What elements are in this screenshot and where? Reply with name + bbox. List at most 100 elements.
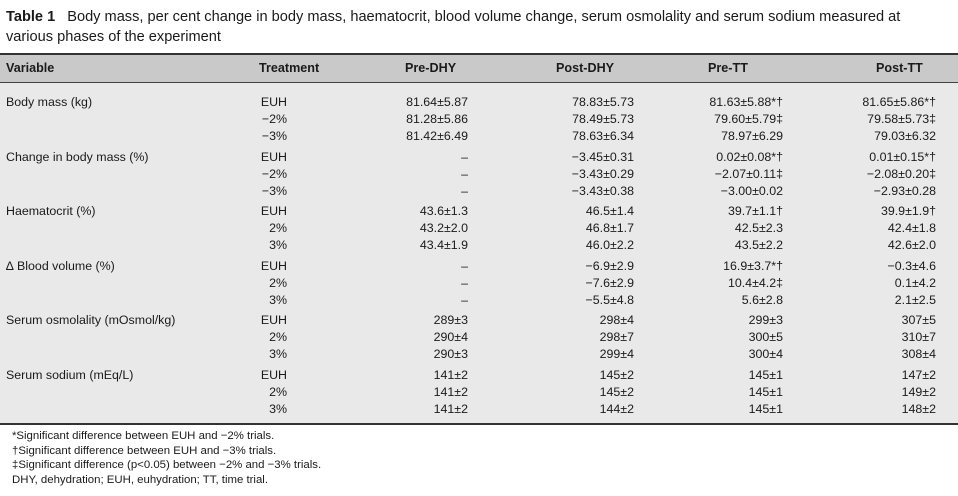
treatment-cell: −2% [261,166,287,181]
header-post-dhy: Post-DHY [556,61,615,75]
table-label: Table 1 [6,9,56,25]
treatment-cell: −3% [261,129,287,143]
pre-tt-cell: 16.9±3.7*† [723,258,783,273]
pre-tt-cell: 5.6±2.8 [741,292,783,307]
post-tt-cell: 307±5 [901,313,936,328]
variable-label: ∆ Blood volume (%) [6,258,115,273]
pre-dhy-cell: 289±3 [433,313,468,328]
pre-tt-cell: 145±1 [748,402,783,416]
variable-label: Serum osmolality (mOsmol/kg) [6,313,176,328]
post-tt-cell: 149±2 [901,385,936,399]
pre-dhy-cell: – [461,166,468,181]
post-dhy-cell: −3.43±0.38 [571,183,634,198]
post-dhy-cell: 298±7 [599,330,634,345]
header-variable: Variable [6,61,55,75]
pre-dhy-cell: 43.2±2.0 [419,221,468,236]
pre-dhy-cell: 141±2 [433,368,468,382]
pre-tt-cell: 79.60±5.79‡ [714,112,783,126]
pre-tt-cell: 299±3 [748,313,783,328]
post-tt-cell: 2.1±2.5 [894,292,936,307]
treatment-cell: EUH [260,258,287,273]
post-tt-cell: 310±7 [901,330,936,345]
pre-dhy-cell: – [461,292,468,307]
post-tt-cell: 42.6±2.0 [887,238,936,253]
variable-label: Serum sodium (mEq/L) [6,368,134,382]
post-tt-cell: 39.9±1.9† [880,204,936,219]
treatment-cell: 2% [269,385,287,399]
pre-tt-cell: 145±1 [748,368,783,382]
post-tt-cell: 308±4 [901,347,936,362]
post-dhy-cell: −3.43±0.29 [571,166,634,181]
treatment-cell: EUH [260,149,287,164]
treatment-cell: EUH [260,313,287,328]
pre-dhy-cell: – [461,183,468,198]
post-tt-cell: 148±2 [901,402,936,416]
post-dhy-cell: 46.0±2.2 [585,238,634,253]
header-pre-dhy: Pre-DHY [405,61,457,75]
post-tt-cell: 81.65±5.86*† [862,95,936,109]
table-title: Body mass, per cent change in body mass,… [6,9,901,45]
treatment-cell: 2% [269,221,287,236]
pre-tt-cell: 81.63±5.88*† [709,95,783,109]
treatment-cell: 3% [269,347,287,362]
treatment-cell: EUH [260,204,287,219]
header-post-tt: Post-TT [876,61,923,75]
variable-label: Change in body mass (%) [6,149,149,164]
post-dhy-cell: −3.45±0.31 [571,149,634,164]
treatment-cell: 2% [269,275,287,290]
treatment-cell: −3% [261,183,287,198]
pre-tt-cell: 0.02±0.08*† [716,149,783,164]
post-tt-cell: 0.1±4.2 [894,275,936,290]
post-tt-cell: −0.3±4.6 [887,258,937,273]
post-tt-cell: −2.93±0.28 [873,183,936,198]
pre-tt-cell: 42.5±2.3 [734,221,783,236]
pre-dhy-cell: 43.4±1.9 [419,238,468,253]
pre-dhy-cell: 290±4 [433,330,468,345]
post-dhy-cell: 145±2 [599,385,634,399]
post-dhy-cell: 78.49±5.73 [572,112,634,126]
post-dhy-cell: 299±4 [599,347,634,362]
table-caption: Table 1 Body mass, per cent change in bod… [6,7,951,47]
pre-dhy-cell: 290±3 [433,347,468,362]
treatment-cell: 3% [269,292,287,307]
post-dhy-cell: −5.5±4.8 [585,292,635,307]
variable-label: Body mass (kg) [6,95,93,109]
header-pre-tt: Pre-TT [708,61,748,75]
data-table: Variable Treatment Pre-DHY Post-DHY Pre-… [0,53,958,425]
treatment-cell: 3% [269,238,287,253]
pre-tt-cell: 10.4±4.2‡ [727,275,783,290]
post-tt-cell: 0.01±0.15*† [869,149,936,164]
post-dhy-cell: −6.9±2.9 [585,258,635,273]
variable-label: Haematocrit (%) [6,204,96,219]
post-dhy-cell: 46.8±1.7 [585,221,634,236]
pre-dhy-cell: – [461,149,468,164]
footnote: *Significant difference between EUH and … [12,430,275,442]
pre-tt-cell: −2.07±0.11‡ [714,166,783,181]
pre-dhy-cell: 43.6±1.3 [419,204,468,219]
pre-dhy-cell: 141±2 [433,402,468,416]
pre-tt-cell: 145±1 [748,385,783,399]
post-dhy-cell: 46.5±1.4 [585,204,634,219]
treatment-cell: −2% [261,112,287,126]
treatment-cell: EUH [260,95,287,109]
pre-dhy-cell: 81.64±5.87 [406,95,468,109]
pre-dhy-cell: – [461,275,468,290]
pre-dhy-cell: 141±2 [433,385,468,399]
header-treatment: Treatment [259,61,320,75]
post-dhy-cell: 78.83±5.73 [572,95,634,109]
pre-tt-cell: 43.5±2.2 [734,238,783,253]
table-footnotes: *Significant difference between EUH and … [12,429,942,487]
post-dhy-cell: 144±2 [599,402,634,416]
post-tt-cell: 79.03±6.32 [874,129,936,143]
pre-dhy-cell: – [461,258,468,273]
post-tt-cell: 147±2 [901,368,936,382]
pre-tt-cell: 39.7±1.1† [727,204,783,219]
table-header-row: Variable Treatment Pre-DHY Post-DHY Pre-… [0,55,958,83]
footnote: DHY, dehydration; EUH, euhydration; TT, … [12,473,268,486]
pre-dhy-cell: 81.42±6.49 [406,129,468,143]
pre-tt-cell: 300±5 [748,330,783,345]
post-dhy-cell: 78.63±6.34 [572,129,634,143]
treatment-cell: 2% [269,330,287,345]
pre-tt-cell: 78.97±6.29 [721,129,783,143]
